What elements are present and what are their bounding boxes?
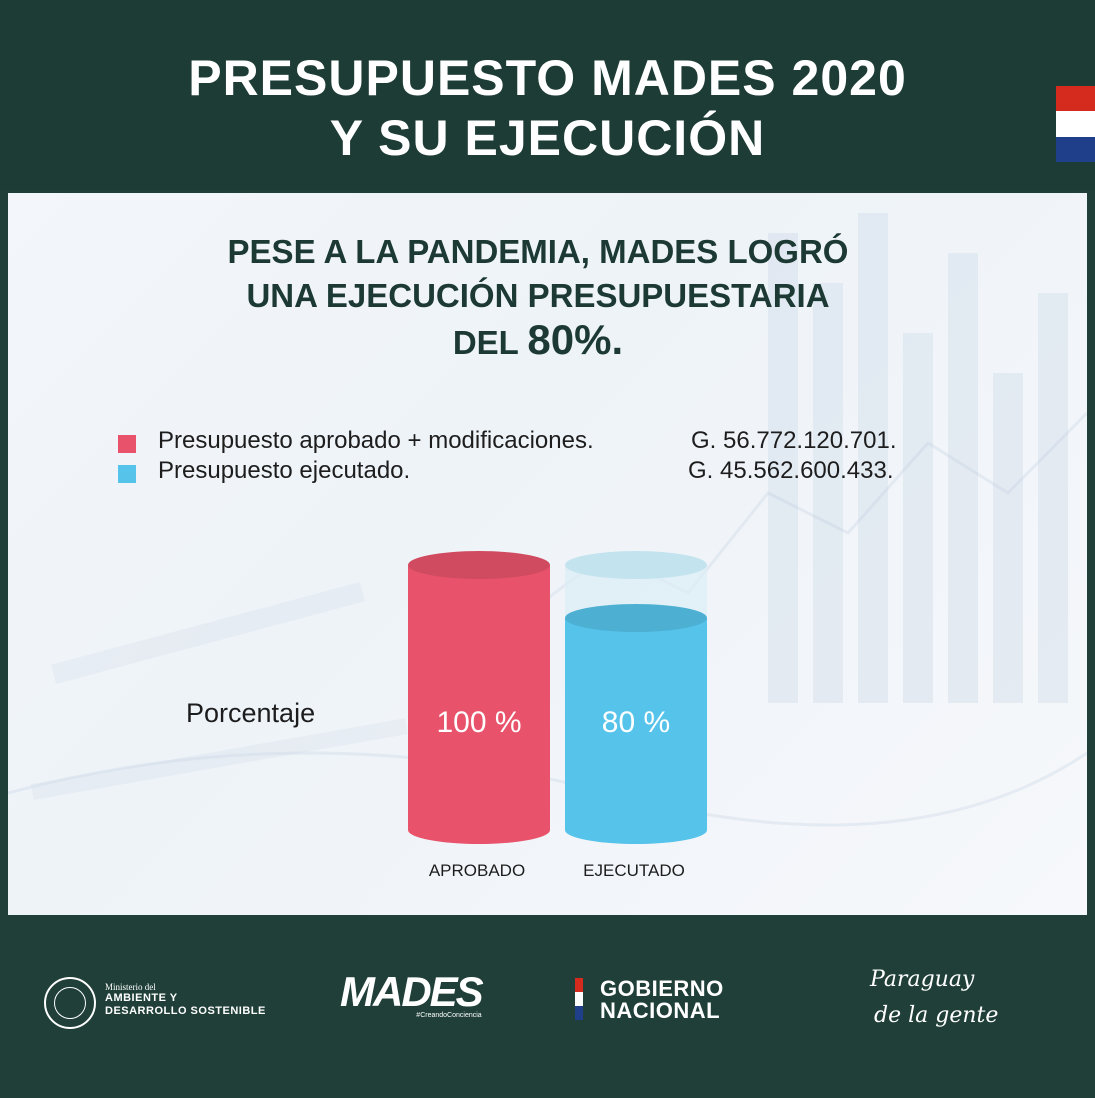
page-title: PRESUPUESTO MADES 2020 Y SU EJECUCIÓN [0, 48, 1095, 168]
paraguay-de-la-gente-logo: Paraguay de la gente [870, 962, 998, 1034]
slogan-line-1: Paraguay [870, 967, 975, 992]
bar-top-aprobado [408, 551, 550, 579]
bar-aprobado [408, 565, 550, 830]
background-chart-decoration [8, 213, 1087, 827]
data-label-aprobado: 100 % [436, 706, 522, 739]
cylinder-empty-top-ejecutado [565, 551, 707, 579]
legend-swatch-aprobado [118, 435, 136, 453]
bar-top-ejecutado [565, 604, 707, 632]
headline-line-2: UNA EJECUCIÓN PRESUPUESTARIA [246, 277, 830, 314]
mades-wordmark: MADES [340, 968, 484, 1015]
national-seal-icon [44, 977, 96, 1029]
title-line-1: PRESUPUESTO MADES 2020 [188, 50, 907, 106]
ministerio-line-1: AMBIENTE Y [105, 992, 178, 1004]
legend-item-aprobado: Presupuesto aprobado + modificaciones. G… [118, 427, 1048, 457]
paraguay-flag-icon [1056, 86, 1095, 162]
slogan-line-2: de la gente [874, 1003, 999, 1028]
headline-percentage: 80%. [527, 316, 624, 363]
bar-base-aprobado [408, 816, 550, 844]
bar-ejecutado [565, 618, 707, 830]
headline-line-1: PESE A LA PANDEMIA, MADES LOGRÓ [227, 233, 849, 270]
ministerio-small-text: Ministerio del [105, 982, 156, 992]
gobierno-line-1: GOBIERNO [600, 976, 724, 1001]
headline-line-3: DEL 80%. [168, 318, 908, 365]
bar-base-ejecutado [565, 816, 707, 844]
legend-item-ejecutado: Presupuesto ejecutado. G. 45.562.600.433… [118, 457, 1048, 487]
data-label-ejecutado: 80 % [601, 706, 671, 739]
y-axis-label: Porcentaje [186, 698, 316, 728]
content-panel: PESE A LA PANDEMIA, MADES LOGRÓ UNA EJEC… [8, 193, 1087, 915]
gobierno-flag-icon [575, 978, 583, 1020]
headline-line-3-prefix: DEL [452, 324, 528, 361]
legend-value-ejecutado: G. 45.562.600.433. [688, 457, 894, 484]
headline: PESE A LA PANDEMIA, MADES LOGRÓ UNA EJEC… [168, 230, 908, 365]
legend-value-aprobado: G. 56.772.120.701. [691, 427, 897, 454]
category-label-ejecutado: EJECUTADO [583, 861, 685, 880]
legend-label-aprobado: Presupuesto aprobado + modificaciones. [158, 427, 594, 454]
cylinder-chart [408, 551, 707, 844]
legend-swatch-ejecutado [118, 465, 136, 483]
header-banner: PRESUPUESTO MADES 2020 Y SU EJECUCIÓN [0, 0, 1095, 190]
legend: Presupuesto aprobado + modificaciones. G… [118, 427, 1048, 487]
mades-logo: MADES #CreandoConciencia [340, 968, 484, 1019]
ministerio-logo: Ministerio del AMBIENTE Y DESARROLLO SOS… [105, 982, 266, 1018]
category-label-aprobado: APROBADO [428, 861, 526, 880]
ministerio-line-2: DESARROLLO SOSTENIBLE [105, 1005, 266, 1017]
mades-hashtag: #CreandoConciencia [416, 1012, 482, 1019]
gobierno-line-2: NACIONAL [600, 998, 721, 1023]
title-line-2: Y SU EJECUCIÓN [329, 110, 766, 166]
legend-label-ejecutado: Presupuesto ejecutado. [158, 457, 411, 484]
gobierno-nacional-logo: GOBIERNO NACIONAL [600, 978, 724, 1022]
